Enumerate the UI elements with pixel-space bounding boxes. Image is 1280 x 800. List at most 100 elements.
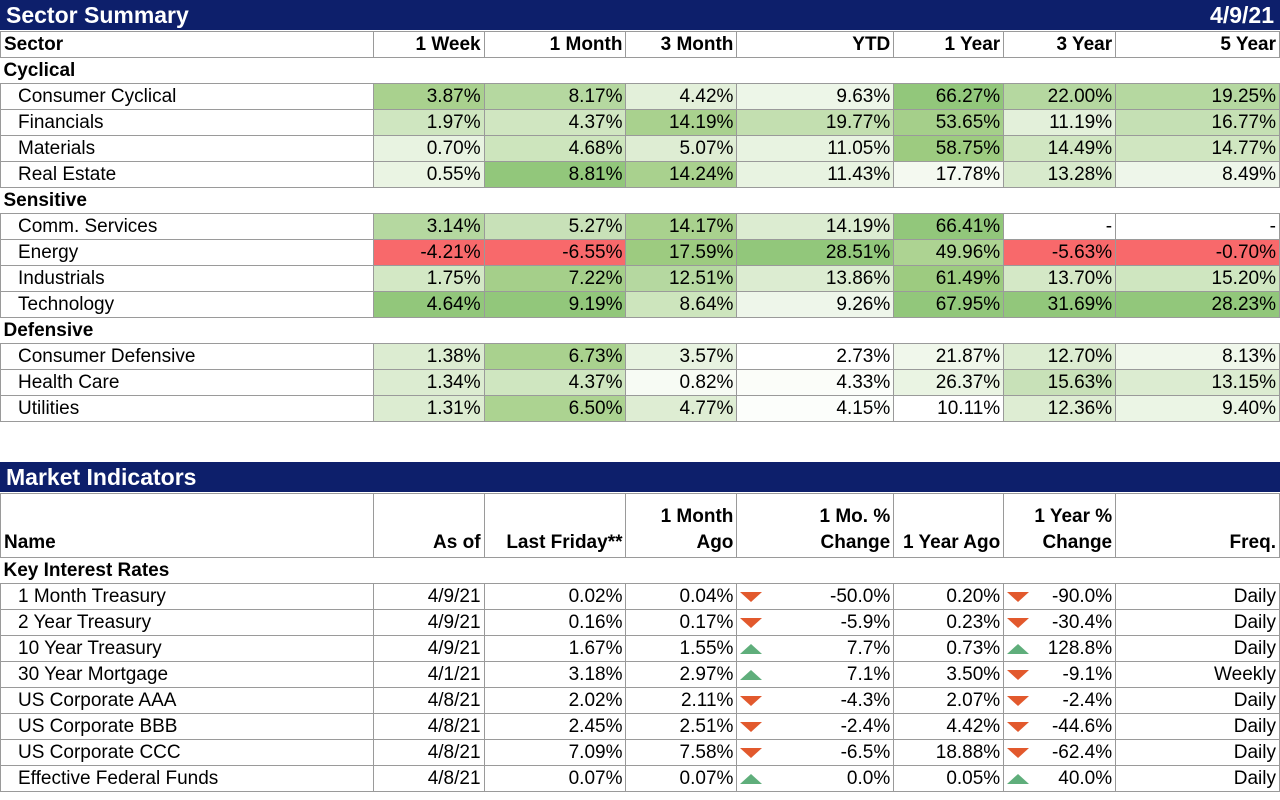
year-change-value: -30.4% <box>1051 611 1113 633</box>
market-indicators-title: Market Indicators <box>6 463 197 490</box>
triangle-down-icon <box>740 592 763 602</box>
return-cell: 13.15% <box>1115 369 1280 396</box>
return-cell: 26.37% <box>893 369 1005 396</box>
market-indicators-title-bar: Market Indicators <box>0 462 1280 492</box>
last-friday-value: 2.02% <box>483 687 627 714</box>
triangle-up-icon <box>1007 774 1030 784</box>
sector-name: Industrials <box>0 265 374 292</box>
return-cell: 1.31% <box>372 395 485 422</box>
return-cell: 66.41% <box>893 213 1005 240</box>
month-ago-value: 0.17% <box>625 609 738 636</box>
month-change-value: 7.7% <box>846 637 891 659</box>
month-change-value: -4.3% <box>840 689 891 711</box>
return-cell: 13.70% <box>1003 265 1117 292</box>
sector-name: Materials <box>0 135 374 162</box>
column-header: 5 Year <box>1115 31 1280 58</box>
column-header-line1: 1 Year % <box>1034 506 1113 527</box>
year-change-cell: -30.4% <box>1003 609 1117 636</box>
return-cell: 3.87% <box>372 83 485 110</box>
return-cell: 7.22% <box>483 265 627 292</box>
return-cell: 1.38% <box>372 343 485 370</box>
column-header-line2: 1 Year Ago <box>903 532 1001 553</box>
return-cell: 4.64% <box>372 291 485 318</box>
triangle-up-icon <box>740 774 763 784</box>
frequency: Daily <box>1115 583 1280 610</box>
indicator-name: US Corporate AAA <box>0 687 374 714</box>
year-change-cell: -62.4% <box>1003 739 1117 766</box>
month-change-cell: 0.0% <box>736 765 895 792</box>
return-cell: 12.70% <box>1003 343 1117 370</box>
return-cell: 8.64% <box>625 291 738 318</box>
table-row: US Corporate BBB 4/8/21 2.45% 2.51% -2.4% 4.4… <box>0 713 1280 740</box>
sector-summary-title-bar: Sector Summary 4/9/21 <box>0 0 1280 30</box>
frequency: Daily <box>1115 739 1280 766</box>
frequency: Daily <box>1115 687 1280 714</box>
triangle-down-icon <box>740 696 763 706</box>
return-cell: 11.05% <box>736 135 895 162</box>
return-cell: 14.19% <box>625 109 738 136</box>
last-friday-value: 3.18% <box>483 661 627 688</box>
column-header-line2: Last Friday** <box>506 532 623 553</box>
year-change-value: -44.6% <box>1051 715 1113 737</box>
month-change-value: 0.0% <box>846 767 891 789</box>
indicator-name: 10 Year Treasury <box>0 635 374 662</box>
month-change-cell: -50.0% <box>736 583 895 610</box>
column-header-line1 <box>1119 504 1276 530</box>
month-ago-value: 0.07% <box>625 765 738 792</box>
sector-name: Technology <box>0 291 374 318</box>
indicator-name: 2 Year Treasury <box>0 609 374 636</box>
column-header: 3 Month <box>625 31 738 58</box>
sector-name: Utilities <box>0 395 374 422</box>
year-ago-value: 2.07% <box>893 687 1005 714</box>
group-label: Sensitive <box>0 187 1280 214</box>
sector-name: Energy <box>0 239 374 266</box>
month-change-cell: 7.7% <box>736 635 895 662</box>
return-cell: 12.36% <box>1003 395 1117 422</box>
return-cell: -4.21% <box>372 239 485 266</box>
indicator-name: 1 Month Treasury <box>0 583 374 610</box>
market-header-row: Name As of Last Friday** 1 Month Ago 1 Mo. … <box>0 493 1280 558</box>
return-cell: 5.07% <box>625 135 738 162</box>
month-ago-value: 1.55% <box>625 635 738 662</box>
frequency: Daily <box>1115 609 1280 636</box>
year-change-cell: -9.1% <box>1003 661 1117 688</box>
table-row: US Corporate AAA 4/8/21 2.02% 2.11% -4.3% 2.0… <box>0 687 1280 714</box>
column-header-line1 <box>377 504 481 530</box>
frequency: Daily <box>1115 713 1280 740</box>
last-friday-value: 0.07% <box>483 765 627 792</box>
sector-name: Comm. Services <box>0 213 374 240</box>
as-of-date: 4/1/21 <box>372 661 485 688</box>
return-cell: - <box>1115 213 1280 240</box>
table-row: Utilities 1.31% 6.50% 4.77% 4.15% 10.11% 12.36… <box>0 395 1280 422</box>
return-cell: 21.87% <box>893 343 1005 370</box>
table-row: Financials 1.97% 4.37% 14.19% 19.77% 53.65% 11… <box>0 109 1280 136</box>
year-ago-value: 0.73% <box>893 635 1005 662</box>
frequency: Weekly <box>1115 661 1280 688</box>
return-cell: 8.49% <box>1115 161 1280 188</box>
return-cell: 4.42% <box>625 83 738 110</box>
return-cell: -0.70% <box>1115 239 1280 266</box>
column-header-line1 <box>897 504 1000 530</box>
return-cell: 17.59% <box>625 239 738 266</box>
month-ago-value: 2.51% <box>625 713 738 740</box>
year-change-cell: -44.6% <box>1003 713 1117 740</box>
return-cell: 9.19% <box>483 291 627 318</box>
last-friday-value: 0.02% <box>483 583 627 610</box>
column-header: Sector <box>0 31 374 58</box>
table-row: Real Estate 0.55% 8.81% 14.24% 11.43% 17.78% 1… <box>0 161 1280 188</box>
return-cell: 1.34% <box>372 369 485 396</box>
table-row: 10 Year Treasury 4/9/21 1.67% 1.55% 7.7% 0.73… <box>0 635 1280 662</box>
triangle-down-icon <box>1007 618 1030 628</box>
column-header: 1 Month <box>483 31 627 58</box>
sector-summary-title: Sector Summary <box>6 1 189 28</box>
frequency: Daily <box>1115 635 1280 662</box>
indicator-group-row: Key Interest Rates <box>0 557 1280 584</box>
return-cell: 9.26% <box>736 291 895 318</box>
return-cell: 14.24% <box>625 161 738 188</box>
sector-name: Real Estate <box>0 161 374 188</box>
sector-group-row: Cyclical <box>0 57 1280 84</box>
triangle-down-icon <box>1007 696 1030 706</box>
month-change-cell: 7.1% <box>736 661 895 688</box>
month-change-cell: -2.4% <box>736 713 895 740</box>
return-cell: -5.63% <box>1003 239 1117 266</box>
